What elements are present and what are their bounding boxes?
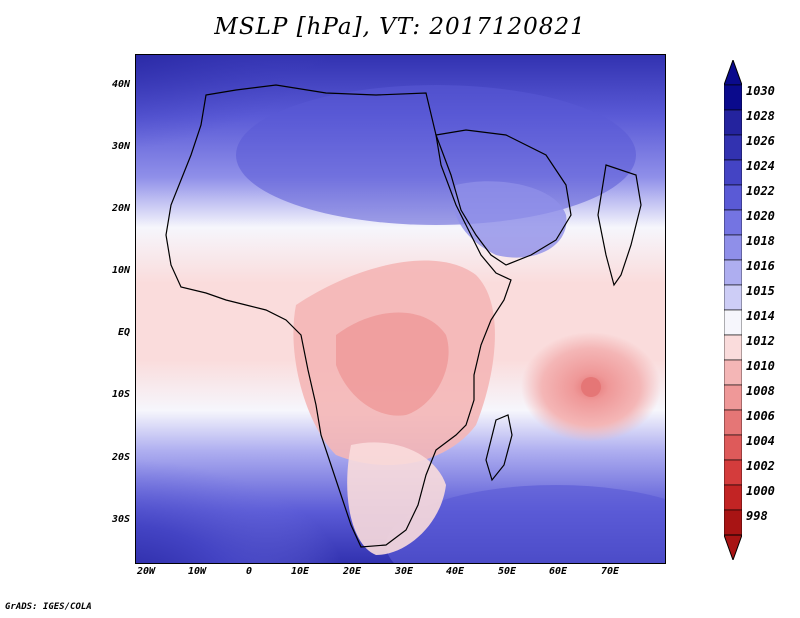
colorbar-label-1015: 1015 bbox=[746, 284, 775, 298]
colorbar-label-1018: 1018 bbox=[746, 234, 775, 248]
lon-label-20w: 20W bbox=[136, 566, 156, 577]
colorbar-label-1020: 1020 bbox=[746, 209, 775, 223]
colorbar-label-1022: 1022 bbox=[746, 184, 775, 198]
coastline-india bbox=[597, 164, 642, 287]
arabia-high bbox=[453, 181, 567, 258]
lon-label-60e: 60E bbox=[548, 566, 568, 577]
lon-label-40e: 40E bbox=[445, 566, 465, 577]
colorbar-swatch-1000 bbox=[724, 484, 742, 511]
footer-credit: GrADS: IGES/COLA bbox=[5, 602, 92, 612]
indian-ocean-low-center bbox=[581, 377, 601, 397]
lat-label-10s: 10S bbox=[111, 389, 130, 400]
lon-label-0: 0 bbox=[245, 566, 253, 577]
lat-label-30s: 30S bbox=[111, 514, 130, 525]
colorbar-label-1010: 1010 bbox=[746, 359, 775, 373]
colorbar-label-1002: 1002 bbox=[746, 459, 775, 473]
lat-label-eq: EQ bbox=[117, 327, 130, 338]
lat-label-30n: 30N bbox=[111, 141, 130, 152]
colorbar-swatch-1015 bbox=[724, 284, 742, 311]
colorbar-swatch-1010 bbox=[724, 359, 742, 386]
coastline-madagascar bbox=[485, 414, 513, 482]
colorbar-label-1026: 1026 bbox=[746, 134, 775, 148]
low-belt-core bbox=[336, 312, 449, 416]
colorbar-label-1012: 1012 bbox=[746, 334, 775, 348]
colorbar-swatch-1018 bbox=[724, 234, 742, 261]
colorbar-label-998: 998 bbox=[746, 509, 768, 523]
colorbar-label-1024: 1024 bbox=[746, 159, 775, 173]
colorbar-swatch-1006 bbox=[724, 409, 742, 436]
lat-label-20n: 20N bbox=[111, 203, 130, 214]
colorbar-swatch-1016 bbox=[724, 259, 742, 286]
south-africa-low bbox=[347, 442, 446, 555]
coastline-africa bbox=[165, 84, 512, 548]
colorbar-swatch-1012 bbox=[724, 334, 742, 361]
coastline-arabia bbox=[435, 129, 572, 266]
colorbar-arrow-top bbox=[724, 60, 742, 86]
colorbar-swatch-1030 bbox=[724, 84, 742, 111]
colorbar-label-1004: 1004 bbox=[746, 434, 775, 448]
lon-label-50e: 50E bbox=[497, 566, 517, 577]
pressure-field bbox=[136, 55, 665, 563]
colorbar-label-1006: 1006 bbox=[746, 409, 775, 423]
lon-label-30e: 30E bbox=[394, 566, 414, 577]
map-title: MSLP [hPa], VT: 2017120821 bbox=[214, 14, 586, 40]
high-south-atlantic bbox=[136, 415, 386, 563]
colorbar-label-1000: 1000 bbox=[746, 484, 775, 498]
lon-label-10e: 10E bbox=[290, 566, 310, 577]
colorbar-swatch-1004 bbox=[724, 434, 742, 461]
lon-label-10w: 10W bbox=[187, 566, 207, 577]
lat-label-40n: 40N bbox=[111, 79, 130, 90]
colorbar-swatch-1002 bbox=[724, 459, 742, 486]
colorbar-label-1008: 1008 bbox=[746, 384, 775, 398]
colorbar bbox=[724, 60, 742, 560]
lon-label-20e: 20E bbox=[342, 566, 362, 577]
colorbar-label-1030: 1030 bbox=[746, 84, 775, 98]
colorbar-swatch-1014 bbox=[724, 309, 742, 336]
colorbar-label-1028: 1028 bbox=[746, 109, 775, 123]
lat-label-20s: 20S bbox=[111, 452, 130, 463]
lat-label-10n: 10N bbox=[111, 265, 130, 276]
colorbar-swatch-1020 bbox=[724, 209, 742, 236]
colorbar-swatch-1022 bbox=[724, 184, 742, 211]
pressure-map bbox=[135, 54, 666, 564]
colorbar-swatch-1008 bbox=[724, 384, 742, 411]
colorbar-arrow-bottom bbox=[724, 534, 742, 560]
high-north-mid bbox=[236, 85, 636, 225]
high-south-indian bbox=[386, 485, 665, 563]
colorbar-swatch-998 bbox=[724, 509, 742, 536]
colorbar-swatch-1024 bbox=[724, 159, 742, 186]
colorbar-label-1014: 1014 bbox=[746, 309, 775, 323]
colorbar-swatch-1028 bbox=[724, 109, 742, 136]
lon-label-70e: 70E bbox=[600, 566, 620, 577]
colorbar-label-1016: 1016 bbox=[746, 259, 775, 273]
colorbar-swatch-1026 bbox=[724, 134, 742, 161]
